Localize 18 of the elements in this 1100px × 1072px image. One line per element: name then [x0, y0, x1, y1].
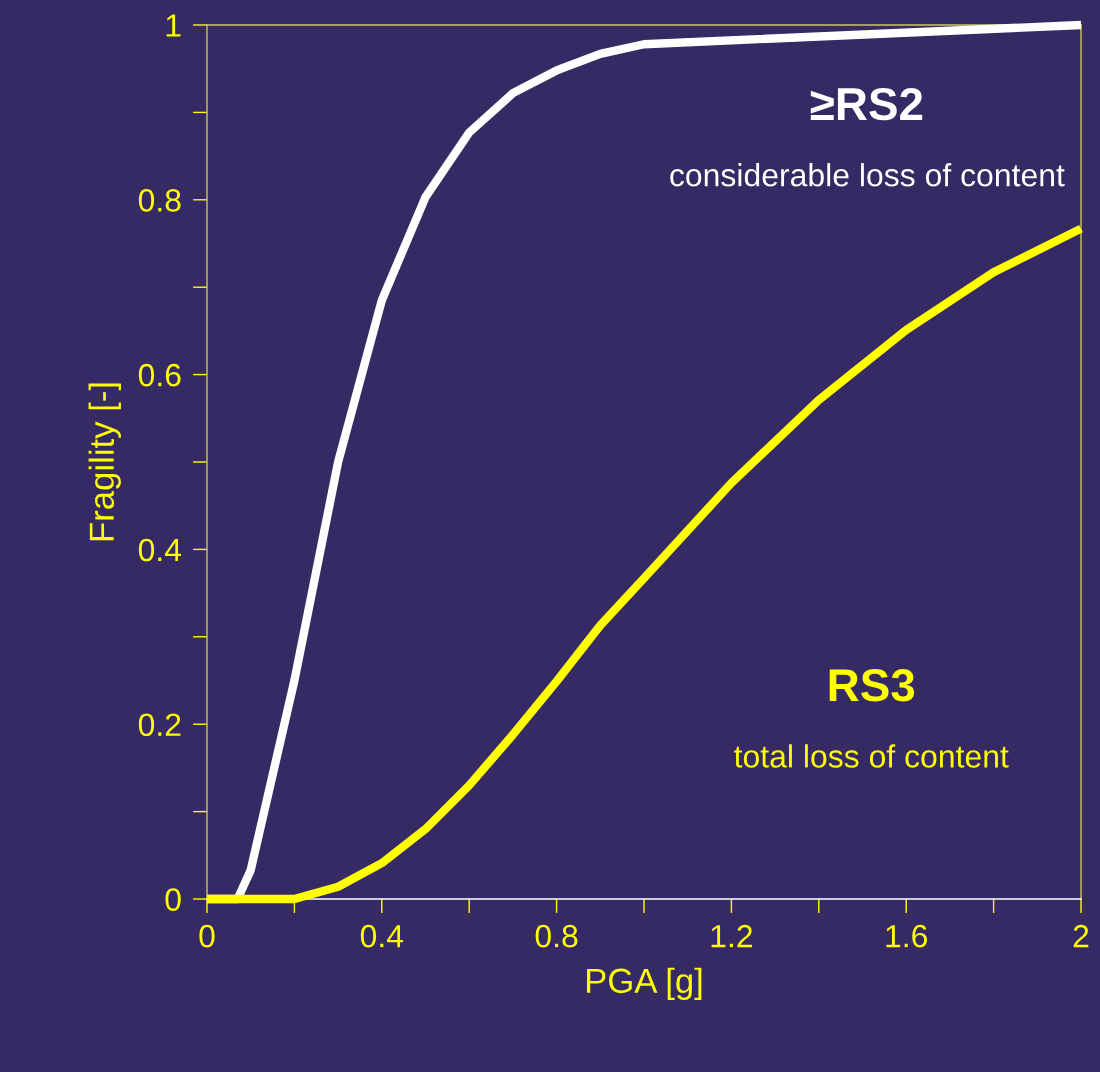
y-tick-label: 0 — [165, 888, 181, 911]
x-axis-title: PGA [g] — [587, 967, 702, 1001]
x-tick-label: 1.6 — [886, 924, 927, 948]
x-tick-label: 0 — [199, 924, 215, 948]
text: RS3 — [829, 669, 915, 702]
annotation: total loss of content — [734, 744, 1009, 768]
y-axis-title: Fragility [-] — [88, 383, 121, 541]
y-tick-label: 0.2 — [138, 713, 181, 737]
y-tick-label: 1 — [166, 14, 181, 37]
x-tick-label: 0.4 — [360, 924, 404, 948]
y-tick-label: 0.6 — [138, 363, 181, 387]
x-tick-label: 1.2 — [711, 924, 752, 948]
annotation: considerable loss of content — [670, 163, 1065, 187]
y-tick-label: 0.4 — [138, 538, 182, 562]
series-label: ≥RS2 — [810, 87, 923, 121]
y-tick-label: 0.8 — [138, 189, 181, 212]
x-tick-label: 2 — [1073, 924, 1089, 948]
x-tick-label: 0.8 — [535, 924, 578, 948]
